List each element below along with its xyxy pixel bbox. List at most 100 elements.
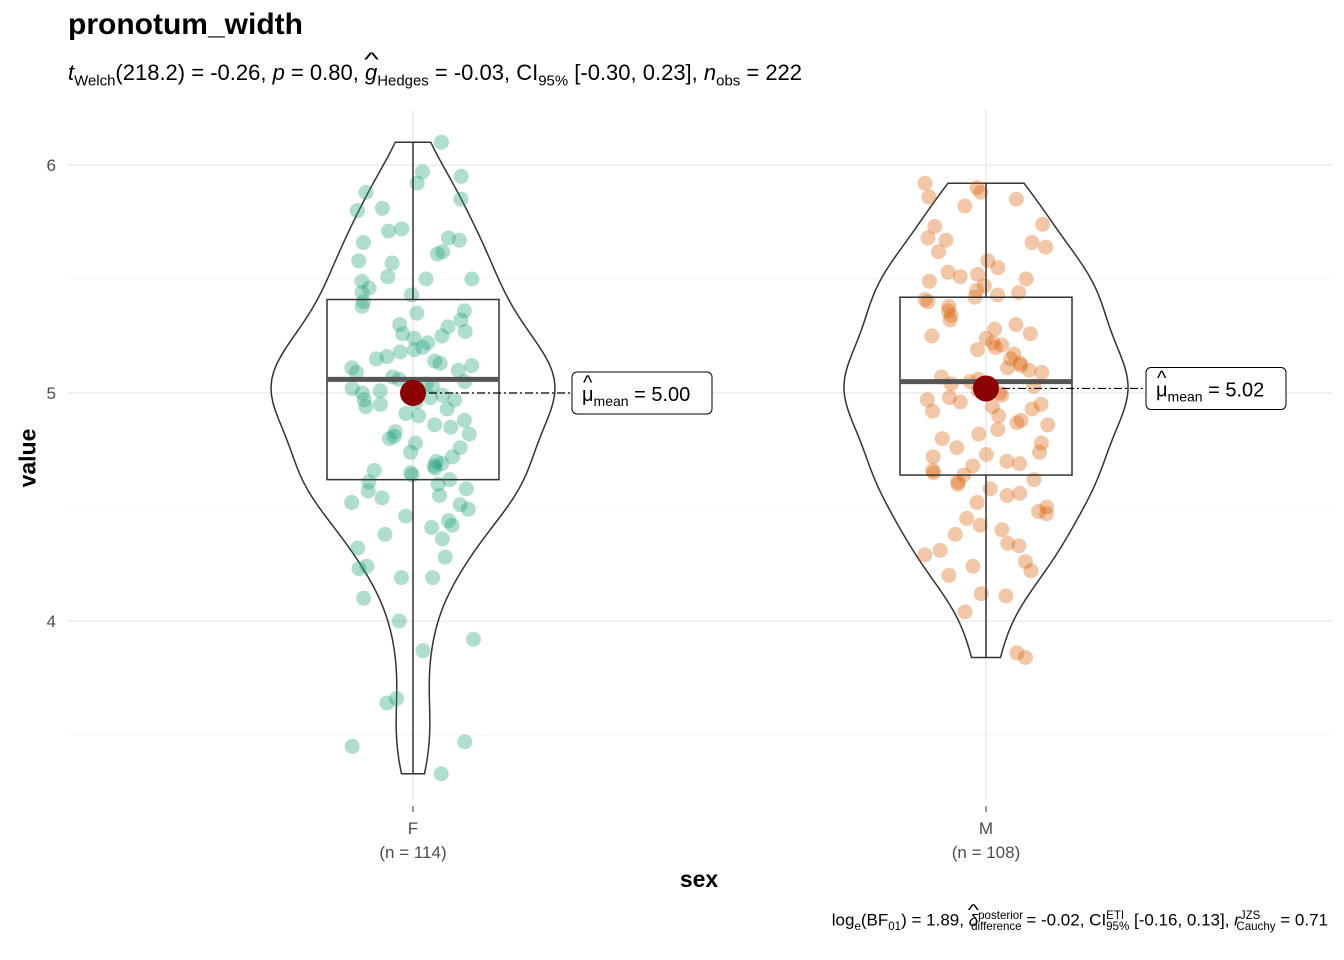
data-point-F xyxy=(427,460,443,476)
data-point-M xyxy=(957,604,973,620)
data-point-F xyxy=(434,456,450,472)
data-point-M xyxy=(950,476,966,492)
data-point-F xyxy=(406,330,422,346)
data-point-M xyxy=(1022,326,1038,342)
data-point-F xyxy=(430,246,446,262)
data-point-F xyxy=(393,570,409,586)
data-point-F xyxy=(409,175,425,191)
data-point-F xyxy=(387,424,403,440)
data-point-M xyxy=(925,449,941,465)
data-point-F xyxy=(457,323,473,339)
data-point-F xyxy=(374,490,390,506)
caption-bf-sub: 01 xyxy=(888,921,902,934)
data-point-F xyxy=(351,253,367,269)
data-point-F xyxy=(386,428,402,444)
data-point-M xyxy=(1024,235,1040,251)
data-point-M xyxy=(1008,191,1024,207)
data-point-F xyxy=(418,271,434,287)
subtitle-p-symbol: p xyxy=(272,60,285,85)
caption-log: log xyxy=(831,910,855,930)
data-point-F xyxy=(355,235,371,251)
data-point-M xyxy=(1033,435,1049,451)
data-point-M xyxy=(990,260,1006,276)
subtitle-g-value: = -0.03, CI xyxy=(428,60,539,85)
mean-point-M xyxy=(973,375,999,402)
data-point-M xyxy=(1038,506,1054,522)
data-point-M xyxy=(957,198,973,214)
data-point-F xyxy=(404,467,420,483)
data-point-F xyxy=(452,440,468,456)
data-point-F xyxy=(344,494,360,510)
box-F xyxy=(326,298,500,481)
y-tick-label: 4 xyxy=(47,612,56,631)
data-point-F xyxy=(372,383,388,399)
data-point-M xyxy=(934,431,950,447)
data-point-M xyxy=(941,298,957,314)
caption-delta-value: = -0.02, CI xyxy=(1021,910,1107,930)
data-point-M xyxy=(1031,504,1047,520)
data-point-M xyxy=(1011,285,1027,301)
data-point-F xyxy=(430,476,446,492)
data-point-F xyxy=(441,513,457,529)
data-point-M xyxy=(1000,360,1016,376)
data-point-F xyxy=(424,520,440,536)
box-M xyxy=(899,296,1073,476)
data-point-F xyxy=(349,203,365,219)
data-point-F xyxy=(433,134,449,150)
data-point-F xyxy=(351,561,367,577)
data-point-F xyxy=(427,353,443,369)
x-axis-label: sex xyxy=(679,866,719,892)
data-point-M xyxy=(990,421,1006,437)
data-point-F xyxy=(407,435,423,451)
data-point-M xyxy=(941,567,957,583)
data-point-F xyxy=(358,399,374,415)
data-point-F xyxy=(354,285,370,301)
data-point-F xyxy=(427,417,443,433)
caption-r-symbol: r xyxy=(1234,910,1240,930)
mean-label-box-M xyxy=(1145,366,1287,410)
mean-label-box-F xyxy=(571,371,713,415)
data-point-F xyxy=(439,401,455,417)
data-point-M xyxy=(999,488,1015,504)
data-point-F xyxy=(433,766,449,782)
data-point-F xyxy=(344,738,360,754)
data-point-M xyxy=(1013,412,1029,428)
data-point-M xyxy=(940,303,956,319)
data-point-F xyxy=(447,392,463,408)
data-point-F xyxy=(453,312,469,328)
data-point-M xyxy=(1008,317,1024,333)
data-point-F xyxy=(354,298,370,314)
data-point-F xyxy=(344,380,360,396)
data-point-M xyxy=(976,278,992,294)
data-point-M xyxy=(921,189,937,205)
caption-ci-value: [-0.16, 0.13], xyxy=(1129,910,1235,930)
data-point-F xyxy=(381,223,397,239)
data-point-F xyxy=(415,643,431,659)
data-point-F xyxy=(426,458,442,474)
mean-hat-F: ^ xyxy=(583,372,593,394)
data-point-F xyxy=(444,517,460,533)
data-point-F xyxy=(374,200,390,216)
data-point-F xyxy=(465,631,481,647)
subtitle-n-sub: obs xyxy=(716,72,741,90)
data-point-M xyxy=(984,399,1000,415)
data-point-M xyxy=(978,330,994,346)
data-point-M xyxy=(917,175,933,191)
data-point-F xyxy=(398,508,414,524)
data-point-M xyxy=(917,547,933,563)
data-point-M xyxy=(920,230,936,246)
data-point-M xyxy=(940,264,956,280)
subtitle-ci-sub: 95% xyxy=(538,72,569,90)
data-point-F xyxy=(354,273,370,289)
data-point-F xyxy=(392,344,408,360)
subtitle-n-value: = 222 xyxy=(740,60,803,85)
data-point-F xyxy=(458,481,474,497)
caption-delta-sub: difference xyxy=(971,921,1022,934)
violin-M xyxy=(843,182,1129,659)
data-point-F xyxy=(411,408,427,424)
caption-bf-value: ) = 1.89, xyxy=(901,910,969,930)
mean-point-F xyxy=(400,380,426,406)
data-point-M xyxy=(926,465,942,481)
data-point-F xyxy=(381,431,397,447)
x-tick-n-F: (n = 114) xyxy=(379,843,446,862)
